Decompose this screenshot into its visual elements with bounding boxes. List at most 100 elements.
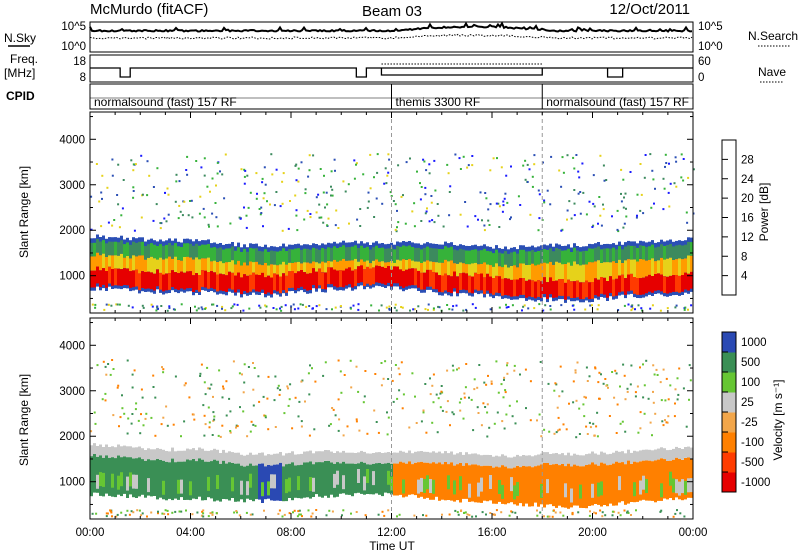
scatter-echo [132, 186, 135, 189]
echo-cell [582, 250, 585, 265]
scatter-echo [318, 203, 321, 206]
echo-cell [585, 454, 588, 465]
scatter-echo [111, 359, 114, 361]
echo-cell [177, 479, 180, 494]
x-axis-label: Time UT [369, 539, 415, 553]
echo-cell [159, 257, 162, 273]
echo-cell [327, 261, 330, 268]
echo-cell [249, 247, 252, 262]
scatter-echo [445, 410, 448, 413]
scatter-echo [424, 212, 427, 215]
echo-cell [507, 457, 510, 469]
scatter-echo [222, 387, 225, 390]
scatter-echo [207, 515, 210, 518]
scatter-echo [685, 211, 688, 214]
echo-cell [549, 261, 552, 278]
echo-cell [333, 473, 336, 488]
echo-cell [423, 451, 426, 463]
scatter-echo [150, 303, 153, 306]
echo-cell [570, 455, 573, 467]
scatter-echo [537, 189, 540, 192]
scatter-echo [352, 304, 355, 307]
echo-cell [324, 461, 327, 496]
echo-cell [303, 462, 306, 498]
scatter-echo [577, 192, 580, 195]
scatter-echo [575, 154, 578, 156]
echo-cell [267, 265, 270, 276]
echo-cell [99, 472, 102, 487]
echo-cell [660, 483, 663, 498]
scatter-echo [384, 360, 387, 363]
scatter-echo [639, 163, 642, 165]
echo-cell [180, 247, 183, 261]
scatter-echo [157, 512, 159, 515]
velocity-echo-bands [90, 443, 693, 509]
scatter-echo [202, 404, 205, 407]
echo-cell [615, 249, 618, 263]
scatter-echo [548, 515, 551, 518]
echo-cell [519, 278, 522, 295]
echo-cell [357, 452, 360, 464]
scatter-echo [110, 511, 113, 514]
echo-cell [582, 264, 585, 283]
scatter-echo [572, 401, 575, 404]
scatter-echo [200, 306, 203, 309]
echo-cell [210, 461, 213, 499]
scatter-echo [357, 390, 360, 393]
scatter-echo [560, 229, 563, 232]
echo-cell [120, 269, 123, 286]
echo-cell [474, 453, 477, 465]
scatter-echo [441, 409, 444, 412]
echo-cell [150, 243, 153, 257]
scatter-echo [387, 171, 390, 174]
echo-cell [183, 257, 186, 273]
scatter-echo [413, 514, 416, 517]
scatter-echo [481, 219, 483, 222]
echo-cell [348, 247, 351, 261]
echo-cell [132, 474, 135, 489]
scatter-echo [121, 407, 124, 410]
scatter-echo [537, 229, 540, 232]
echo-cell [621, 263, 624, 275]
scatter-echo [413, 202, 416, 205]
echo-cell [690, 242, 693, 256]
echo-cell [417, 270, 420, 288]
echo-cell [279, 462, 282, 501]
echo-cell [483, 262, 486, 278]
scatter-echo [120, 214, 123, 217]
echo-cell [537, 264, 540, 281]
echo-cell [648, 246, 651, 260]
echo-cell [303, 451, 306, 463]
echo-cell [477, 264, 480, 274]
scatter-echo [573, 167, 576, 170]
echo-cell [243, 274, 246, 291]
echo-cell [399, 246, 402, 261]
echo-cell [342, 475, 345, 490]
echo-cell [537, 251, 540, 265]
scatter-echo [283, 412, 286, 415]
scatter-echo [400, 195, 403, 198]
scatter-echo [427, 308, 429, 311]
echo-cell [609, 248, 612, 263]
echo-cell [189, 481, 192, 496]
scatter-echo [364, 370, 367, 372]
echo-cell [459, 273, 462, 290]
echo-cell [240, 277, 243, 295]
scatter-echo [666, 307, 669, 310]
scatter-echo [639, 209, 642, 212]
scatter-echo [353, 159, 356, 162]
scatter-echo [682, 158, 685, 160]
scatter-echo [382, 377, 385, 380]
scatter-echo [140, 388, 143, 391]
echo-cell [147, 271, 150, 289]
echo-cell [558, 279, 561, 296]
echo-cell [159, 272, 162, 290]
echo-cell [213, 272, 216, 290]
echo-cell [474, 262, 477, 273]
colorbar-tick-label: 8 [741, 251, 747, 263]
echo-cell [240, 265, 243, 278]
scatter-echo [267, 428, 270, 431]
echo-cell [645, 449, 648, 461]
scatter-echo [446, 304, 449, 306]
echo-cell [345, 260, 348, 269]
